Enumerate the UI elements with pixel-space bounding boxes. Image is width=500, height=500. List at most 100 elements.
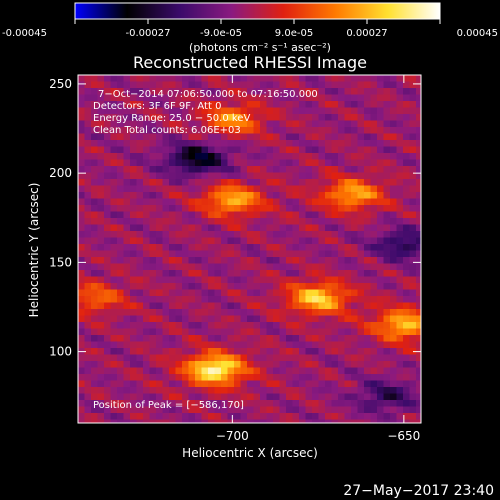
heatmap-cell — [364, 380, 371, 388]
heatmap-cell — [208, 354, 215, 362]
heatmap-cell — [409, 75, 417, 82]
heatmap-cell — [143, 302, 150, 310]
heatmap-cell — [377, 322, 384, 329]
heatmap-cell — [409, 192, 417, 199]
heatmap-cell — [409, 127, 417, 134]
heatmap-cell — [162, 354, 170, 362]
heatmap-cell — [175, 406, 183, 414]
heatmap-cell — [91, 75, 98, 82]
heatmap-cell — [403, 413, 410, 420]
heatmap-cell — [78, 380, 85, 388]
heatmap-cell — [318, 276, 326, 284]
heatmap-cell — [266, 211, 274, 219]
annotation-detectors: Detectors: 3F 6F 9F, Att 0 — [93, 101, 221, 112]
heatmap-cell — [357, 367, 365, 375]
heatmap-cell — [149, 101, 157, 108]
heatmap-cell — [182, 309, 189, 316]
heatmap-cell — [364, 367, 371, 375]
heatmap-cell — [312, 406, 319, 414]
heatmap-cell — [227, 354, 235, 362]
heatmap-cell — [221, 205, 228, 212]
heatmap-cell — [123, 81, 131, 89]
heatmap-cell — [221, 237, 228, 245]
heatmap-cell — [273, 244, 280, 251]
heatmap-cell — [383, 400, 391, 407]
heatmap-cell — [344, 387, 352, 394]
heatmap-cell — [97, 367, 105, 375]
heatmap-cell — [292, 88, 300, 95]
heatmap-cell — [305, 179, 313, 186]
heatmap-cell — [97, 257, 105, 264]
heatmap-cell — [403, 192, 410, 199]
heatmap-cell — [305, 146, 313, 154]
axis-ticks: −700−650−600100150200250 — [49, 75, 421, 443]
heatmap-cell — [325, 289, 332, 297]
heatmap-cell — [123, 374, 131, 381]
heatmap-cell — [78, 127, 85, 134]
heatmap-cell — [195, 94, 202, 102]
heatmap-cell — [110, 205, 118, 212]
heatmap-cell — [357, 283, 365, 290]
heatmap-cell — [279, 393, 287, 401]
heatmap-cell — [318, 302, 326, 310]
heatmap-cell — [195, 75, 202, 82]
heatmap-cell — [240, 211, 248, 219]
heatmap-cell — [416, 127, 421, 134]
heatmap-cell — [123, 172, 131, 180]
heatmap-cell — [169, 140, 176, 147]
heatmap-cell — [266, 237, 274, 245]
heatmap-cell — [117, 140, 124, 147]
heatmap-cell — [247, 393, 254, 401]
heatmap-cell — [240, 354, 248, 362]
heatmap-cell — [338, 406, 345, 414]
heatmap-cell — [227, 393, 235, 401]
heatmap-cell — [91, 413, 98, 420]
heatmap-cell — [162, 153, 170, 160]
heatmap-cell — [396, 211, 404, 219]
heatmap-cell — [266, 127, 274, 134]
heatmap-cell — [97, 328, 105, 336]
heatmap-cell — [344, 413, 352, 420]
heatmap-cell — [156, 289, 163, 297]
heatmap-cell — [143, 257, 150, 264]
heatmap-cell — [377, 361, 384, 368]
heatmap-cell — [312, 127, 319, 134]
heatmap-cell — [383, 328, 391, 336]
heatmap-cell — [299, 361, 306, 368]
heatmap-cell — [377, 198, 384, 206]
heatmap-cell — [97, 341, 105, 349]
heatmap-cell — [130, 289, 137, 297]
heatmap-cell — [97, 211, 105, 219]
heatmap-cell — [292, 159, 300, 167]
heatmap-cell — [338, 224, 345, 232]
heatmap-cell — [91, 244, 98, 251]
heatmap-cell — [84, 114, 92, 121]
heatmap-cell — [84, 315, 92, 323]
heatmap-cell — [344, 244, 352, 251]
heatmap-cell — [370, 107, 378, 115]
heatmap-cell — [351, 114, 358, 121]
heatmap-cell — [143, 263, 150, 271]
heatmap-cell — [130, 127, 137, 134]
footer-timestamp: 27−May−2017 23:40 — [343, 483, 494, 499]
heatmap-cell — [169, 341, 176, 349]
heatmap-cell — [130, 380, 137, 388]
heatmap-cell — [318, 283, 326, 290]
heatmap-cell — [351, 88, 358, 95]
heatmap-cell — [136, 348, 144, 355]
heatmap-cell — [286, 380, 293, 388]
heatmap-cell — [195, 257, 202, 264]
heatmap-cell — [403, 114, 410, 121]
heatmap-cell — [364, 387, 371, 394]
heatmap-cell — [169, 211, 176, 219]
heatmap-cell — [175, 354, 183, 362]
heatmap-cell — [390, 133, 397, 141]
heatmap-cell — [162, 374, 170, 381]
heatmap-cell — [305, 328, 313, 336]
heatmap-cell — [227, 302, 235, 310]
heatmap-cell — [305, 107, 313, 115]
heatmap-cell — [195, 341, 202, 349]
heatmap-cell — [188, 315, 196, 323]
heatmap-cell — [390, 413, 397, 420]
heatmap-cell — [221, 328, 228, 336]
